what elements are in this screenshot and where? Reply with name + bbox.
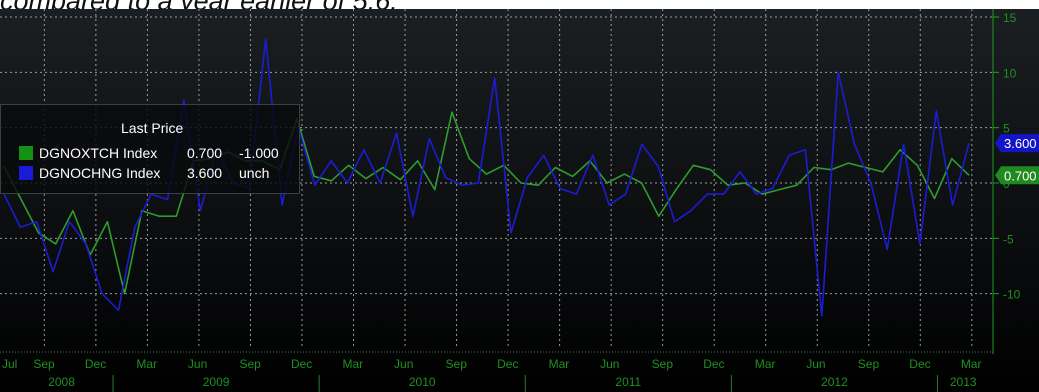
last-price-labels: 0.700 3.600 bbox=[995, 134, 1039, 185]
xtick-year-label: 2010 bbox=[409, 375, 436, 389]
grid-lines bbox=[0, 9, 993, 349]
xtick-year-label: 2008 bbox=[48, 375, 75, 389]
xtick-year-label: 2009 bbox=[203, 375, 230, 389]
xtick-month-label: Mar bbox=[343, 357, 364, 371]
xtick-year-label: 2013 bbox=[950, 375, 977, 389]
xtick-year-label: 2012 bbox=[821, 375, 848, 389]
xtick-month-label: Sep bbox=[652, 357, 674, 371]
xtick-month-label: Sep bbox=[33, 357, 55, 371]
xtick-month-label: Dec bbox=[85, 357, 106, 371]
xtick-month-label: Sep bbox=[239, 357, 261, 371]
ytick-label: 15 bbox=[1003, 11, 1017, 25]
xtick-month-label: Jun bbox=[188, 357, 207, 371]
legend-entry-dgnoxtch: DGNOXTCH Index 0.700 -1.000 bbox=[19, 145, 279, 161]
xtick-month-label: Jun bbox=[394, 357, 413, 371]
xtick-month-label: Sep bbox=[858, 357, 880, 371]
xtick-month-label: Dec bbox=[497, 357, 518, 371]
chart-panel: 151050-5-10JulSepDecMarJunSepDecMarJunSe… bbox=[0, 9, 1039, 392]
legend-swatch-blue bbox=[19, 166, 33, 180]
ytick-label: -10 bbox=[1003, 288, 1021, 302]
xtick-month-label: Jun bbox=[600, 357, 619, 371]
last-value-text: 0.700 bbox=[1004, 168, 1037, 183]
last-value-box bbox=[995, 166, 1039, 185]
line-chart: 151050-5-10JulSepDecMarJunSepDecMarJunSe… bbox=[0, 9, 1039, 392]
xtick-month-label: Dec bbox=[703, 357, 724, 371]
last-value-label-dgnoxtch: 0.700 bbox=[995, 166, 1039, 185]
xtick-month-label: Dec bbox=[909, 357, 930, 371]
xtick-month-label: Mar bbox=[961, 357, 982, 371]
legend-change-value: unch bbox=[239, 165, 270, 181]
xtick-month-label: Dec bbox=[291, 357, 312, 371]
series-line-dgnochng bbox=[3, 38, 970, 317]
ytick-label: -5 bbox=[1003, 232, 1014, 246]
xtick-month-label: Mar bbox=[755, 357, 776, 371]
legend-series-name: DGNOCHNG Index bbox=[39, 165, 161, 181]
xtick-month-label: Jul bbox=[2, 357, 17, 371]
legend-swatch-green bbox=[19, 146, 33, 160]
series-lines bbox=[3, 38, 970, 317]
legend-last-value: 0.700 bbox=[187, 145, 223, 161]
last-value-box bbox=[995, 134, 1039, 153]
legend-last-value: 3.600 bbox=[187, 165, 223, 181]
ytick-label: 10 bbox=[1003, 66, 1017, 80]
ytick-label: 5 bbox=[1003, 122, 1010, 136]
xtick-month-label: Sep bbox=[446, 357, 468, 371]
xtick-month-label: Mar bbox=[136, 357, 157, 371]
last-value-text: 3.600 bbox=[1004, 136, 1037, 151]
last-value-label-dgnochng: 3.600 bbox=[995, 134, 1039, 153]
axes: 151050-5-10JulSepDecMarJunSepDecMarJunSe… bbox=[0, 9, 1021, 392]
xtick-month-label: Mar bbox=[549, 357, 570, 371]
legend-entry-dgnochng: DGNOCHNG Index 3.600 unch bbox=[19, 165, 269, 181]
legend-title: Last Price bbox=[121, 120, 184, 136]
legend: Last Price DGNOXTCH Index 0.700 -1.000 DGN… bbox=[0, 104, 300, 194]
xtick-month-label: Jun bbox=[806, 357, 825, 371]
legend-change-value: -1.000 bbox=[239, 145, 279, 161]
legend-series-name: DGNOXTCH Index bbox=[39, 145, 158, 161]
xtick-year-label: 2011 bbox=[615, 375, 641, 389]
